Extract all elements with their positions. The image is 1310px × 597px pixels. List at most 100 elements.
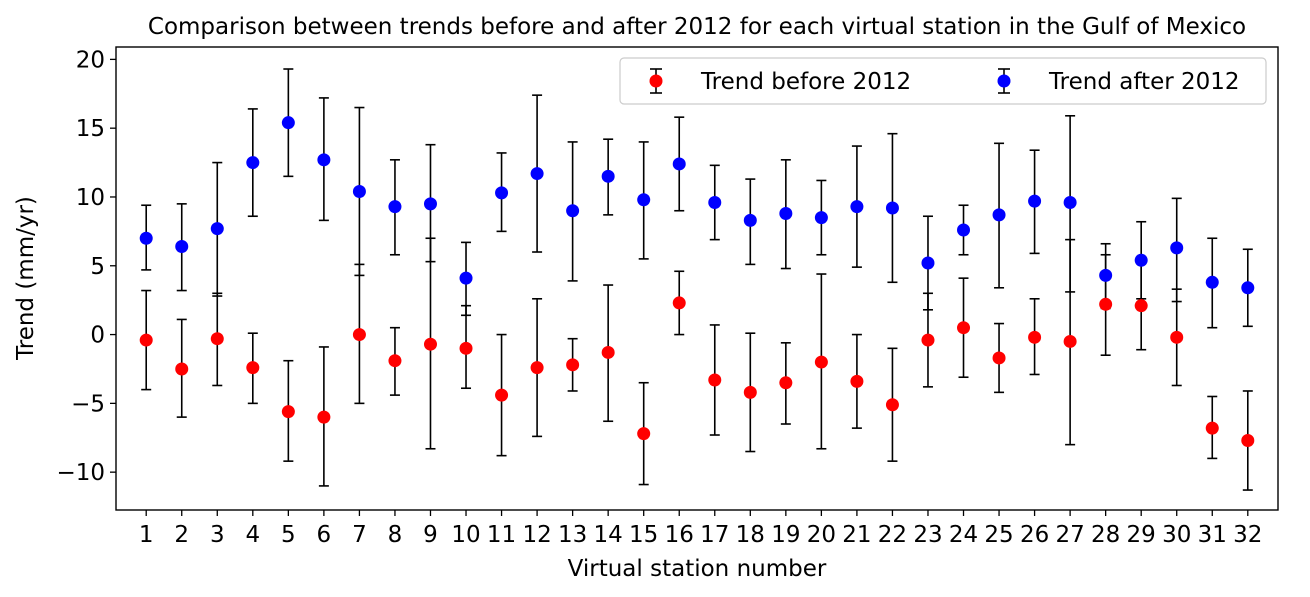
legend-entry-before-2012: Trend before 2012	[649, 68, 911, 95]
point-after-2012	[1099, 268, 1113, 282]
point-before-2012	[885, 398, 899, 412]
x-tick-label: 25	[984, 522, 1013, 548]
point-after-2012	[281, 116, 295, 130]
point-before-2012	[921, 333, 935, 347]
x-tick-label: 19	[771, 522, 800, 548]
point-after-2012	[601, 169, 615, 183]
y-tick-label: 15	[76, 116, 105, 142]
point-after-2012	[1134, 253, 1148, 267]
point-after-2012	[779, 206, 793, 220]
point-before-2012	[388, 354, 402, 368]
point-after-2012	[352, 184, 366, 198]
point-before-2012	[814, 355, 828, 369]
point-before-2012	[459, 341, 473, 355]
point-after-2012	[1063, 195, 1077, 209]
x-tick-label: 3	[210, 522, 225, 548]
point-after-2012	[210, 222, 224, 236]
legend: Trend before 2012 Trend after 2012	[619, 57, 1267, 105]
y-tick-label: −5	[71, 391, 105, 417]
point-after-2012	[246, 156, 260, 170]
x-tick-label: 2	[174, 522, 189, 548]
point-after-2012	[957, 223, 971, 237]
point-after-2012	[637, 193, 651, 207]
point-before-2012	[566, 358, 580, 372]
x-tick-label: 23	[913, 522, 942, 548]
point-before-2012	[779, 376, 793, 390]
point-before-2012	[743, 385, 757, 399]
point-after-2012	[317, 153, 331, 167]
legend-label-before-2012: Trend before 2012	[700, 69, 911, 95]
point-after-2012	[1170, 241, 1184, 255]
data-points	[139, 116, 1255, 448]
point-before-2012	[672, 296, 686, 310]
point-after-2012	[743, 213, 757, 227]
x-tick-label: 26	[1020, 522, 1049, 548]
point-after-2012	[139, 231, 153, 245]
x-tick-label: 5	[281, 522, 296, 548]
point-before-2012	[530, 361, 544, 375]
x-tick-label: 14	[594, 522, 623, 548]
point-before-2012	[601, 345, 615, 359]
point-before-2012	[1241, 434, 1255, 448]
point-after-2012	[1028, 194, 1042, 208]
x-tick-label: 24	[949, 522, 978, 548]
y-tick-label: 10	[76, 185, 105, 211]
error-bars	[141, 68, 1253, 491]
point-after-2012	[175, 240, 189, 254]
point-before-2012	[1134, 299, 1148, 313]
y-tick-label: 20	[76, 47, 105, 73]
point-after-2012	[708, 195, 722, 209]
point-after-2012	[495, 186, 509, 200]
point-before-2012	[1099, 297, 1113, 311]
point-before-2012	[210, 332, 224, 346]
point-after-2012	[850, 200, 864, 214]
x-tick-label: 7	[352, 522, 367, 548]
x-tick-label: 29	[1127, 522, 1156, 548]
point-after-2012	[388, 200, 402, 214]
x-tick-label: 8	[388, 522, 403, 548]
x-tick-label: 15	[629, 522, 658, 548]
point-before-2012	[281, 405, 295, 419]
legend-frame	[619, 57, 1267, 105]
plot-frame	[115, 46, 1279, 511]
x-tick-label: 32	[1233, 522, 1262, 548]
point-before-2012	[708, 373, 722, 387]
point-after-2012	[530, 167, 544, 181]
point-before-2012	[139, 333, 153, 347]
point-before-2012	[352, 328, 366, 342]
point-before-2012	[1028, 330, 1042, 344]
point-after-2012	[459, 271, 473, 285]
point-before-2012	[992, 351, 1006, 365]
point-after-2012	[992, 208, 1006, 222]
point-before-2012	[1205, 421, 1219, 435]
point-before-2012	[850, 374, 864, 388]
x-tick-label: 9	[423, 522, 438, 548]
y-axis-label: Trend (mm/yr)	[13, 196, 39, 361]
point-after-2012	[814, 211, 828, 225]
x-tick-label: 28	[1091, 522, 1120, 548]
chart-title: Comparison between trends before and aft…	[148, 14, 1246, 40]
point-after-2012	[672, 157, 686, 171]
point-after-2012	[423, 197, 437, 211]
x-tick-label: 6	[317, 522, 332, 548]
point-after-2012	[1205, 275, 1219, 289]
x-tick-label: 27	[1055, 522, 1084, 548]
point-before-2012	[637, 427, 651, 441]
x-tick-label: 17	[700, 522, 729, 548]
point-before-2012	[1170, 330, 1184, 344]
point-before-2012	[957, 321, 971, 335]
legend-marker-red	[649, 74, 663, 88]
point-before-2012	[246, 361, 260, 375]
x-tick-label: 11	[487, 522, 516, 548]
x-tick-label: 21	[842, 522, 871, 548]
y-tick-label: 0	[90, 323, 105, 349]
point-after-2012	[566, 204, 580, 218]
x-tick-label: 16	[665, 522, 694, 548]
x-tick-label: 20	[807, 522, 836, 548]
y-tick-label: −10	[56, 460, 105, 486]
y-tick-label: 5	[90, 254, 105, 280]
x-tick-label: 10	[451, 522, 480, 548]
point-before-2012	[175, 362, 189, 376]
x-axis-label: Virtual station number	[568, 556, 827, 582]
